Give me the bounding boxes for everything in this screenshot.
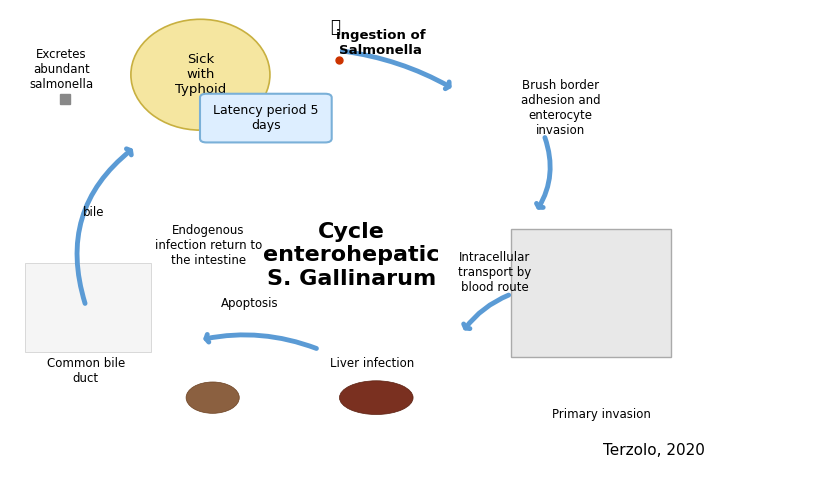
Text: Latency period 5
days: Latency period 5 days <box>213 104 318 132</box>
Text: Terzolo, 2020: Terzolo, 2020 <box>604 443 705 458</box>
Text: Sick
with
Typhoid: Sick with Typhoid <box>175 53 226 96</box>
FancyBboxPatch shape <box>25 263 151 352</box>
FancyBboxPatch shape <box>200 94 331 143</box>
Text: Endogenous
infection return to
the intestine: Endogenous infection return to the intes… <box>155 224 263 268</box>
Ellipse shape <box>339 381 413 415</box>
Text: Brush border
adhesion and
enterocyte
invasion: Brush border adhesion and enterocyte inv… <box>520 80 600 137</box>
Text: ingestion of
Salmonella: ingestion of Salmonella <box>335 29 425 57</box>
Text: Apoptosis: Apoptosis <box>221 297 278 310</box>
Text: bile: bile <box>83 206 105 218</box>
Text: Intracellular
transport by
blood route: Intracellular transport by blood route <box>458 251 532 294</box>
Text: Excretes
abundant
salmonella: Excretes abundant salmonella <box>29 48 93 92</box>
Text: Cycle
enterohepatic
S. Gallinarum: Cycle enterohepatic S. Gallinarum <box>263 222 440 289</box>
Text: ⛿: ⛿ <box>330 17 340 36</box>
Text: Liver infection: Liver infection <box>330 358 414 370</box>
Text: Primary invasion: Primary invasion <box>552 408 650 421</box>
Ellipse shape <box>131 19 270 130</box>
Text: Common bile
duct: Common bile duct <box>47 357 125 385</box>
Ellipse shape <box>187 382 240 414</box>
FancyBboxPatch shape <box>511 229 671 357</box>
